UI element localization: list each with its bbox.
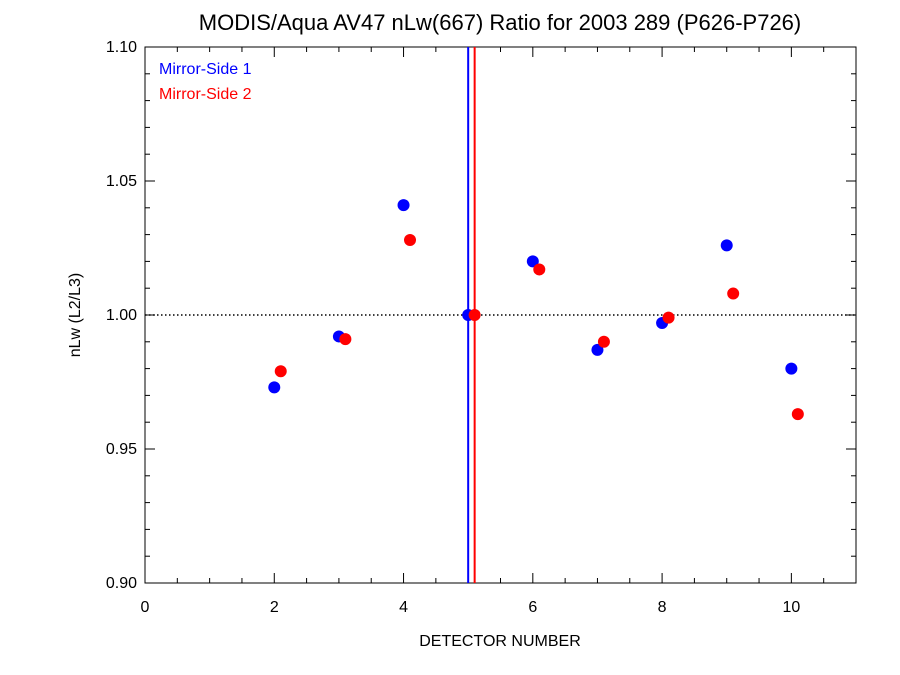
data-point: [397, 199, 410, 212]
x-tick-label: 8: [658, 599, 667, 616]
data-point: [526, 255, 539, 268]
y-tick-label: 1.05: [106, 173, 137, 190]
y-tick-label: 0.95: [106, 441, 137, 458]
data-point: [662, 311, 675, 324]
data-point: [533, 263, 546, 276]
legend-entry: Mirror-Side 1: [159, 61, 252, 78]
data-point: [404, 233, 417, 246]
y-axis-label: nLw (L2/L3): [67, 273, 84, 358]
data-point: [591, 343, 604, 356]
data-point: [791, 408, 804, 421]
x-tick-label: 2: [270, 599, 279, 616]
x-axis-label: DETECTOR NUMBER: [419, 633, 581, 650]
legend-entry: Mirror-Side 2: [159, 86, 252, 103]
x-tick-label: 6: [528, 599, 537, 616]
data-point: [597, 335, 610, 348]
data-point: [727, 287, 740, 300]
chart-title: MODIS/Aqua AV47 nLw(667) Ratio for 2003 …: [199, 10, 802, 35]
data-point: [274, 365, 287, 378]
data-point: [720, 239, 733, 252]
y-tick-label: 1.10: [106, 39, 137, 56]
x-tick-label: 10: [782, 599, 800, 616]
plot-area: 0 2 4 6 8 10 0.90 0.95 1.00 1.05 1.10: [106, 39, 857, 616]
x-tick-label: 4: [399, 599, 408, 616]
data-point: [339, 333, 352, 346]
y-tick-label: 1.00: [106, 307, 137, 324]
legend: Mirror-Side 1 Mirror-Side 2: [159, 61, 252, 103]
data-point: [785, 362, 798, 375]
x-tick-label: 0: [141, 599, 150, 616]
y-tick-label: 0.90: [106, 575, 137, 592]
data-point: [268, 381, 281, 394]
data-point: [468, 309, 481, 321]
